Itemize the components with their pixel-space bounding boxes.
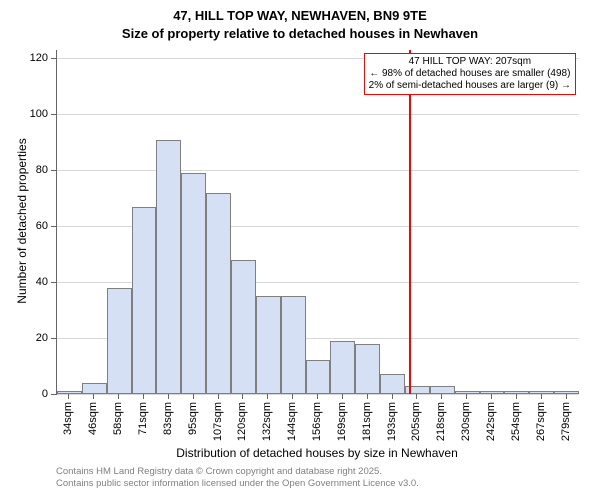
- x-tick-mark: [93, 394, 94, 399]
- annotation-line-3: 2% of semi-detached houses are larger (9…: [369, 80, 571, 92]
- histogram-bar: [330, 341, 355, 394]
- x-tick-mark: [541, 394, 542, 399]
- x-tick-label: 34sqm: [62, 402, 74, 435]
- histogram-bar: [57, 391, 82, 394]
- x-tick-label: 218sqm: [435, 402, 447, 441]
- x-tick-label: 144sqm: [286, 402, 298, 441]
- histogram-bar: [554, 391, 579, 394]
- x-tick-mark: [416, 394, 417, 399]
- x-tick-mark: [168, 394, 169, 399]
- x-tick-label: 132sqm: [261, 402, 273, 441]
- histogram-bar: [82, 383, 107, 394]
- x-tick-mark: [342, 394, 343, 399]
- y-tick-mark: [51, 394, 56, 395]
- histogram-bar: [504, 391, 529, 394]
- histogram-bar: [181, 173, 206, 394]
- attribution-text: Contains HM Land Registry data © Crown c…: [56, 466, 419, 490]
- x-tick-mark: [68, 394, 69, 399]
- x-tick-mark: [491, 394, 492, 399]
- x-tick-label: 71sqm: [137, 402, 149, 435]
- x-tick-label: 95sqm: [187, 402, 199, 435]
- x-tick-label: 254sqm: [510, 402, 522, 441]
- histogram-bar: [156, 140, 181, 395]
- x-tick-mark: [367, 394, 368, 399]
- x-tick-mark: [516, 394, 517, 399]
- histogram-bar: [380, 374, 405, 394]
- y-tick-mark: [51, 58, 56, 59]
- x-tick-label: 242sqm: [485, 402, 497, 441]
- x-tick-mark: [143, 394, 144, 399]
- x-tick-mark: [242, 394, 243, 399]
- x-tick-mark: [392, 394, 393, 399]
- histogram-bar: [529, 391, 554, 394]
- x-tick-mark: [267, 394, 268, 399]
- x-tick-label: 193sqm: [386, 402, 398, 441]
- chart-title-line1: 47, HILL TOP WAY, NEWHAVEN, BN9 9TE: [0, 8, 600, 23]
- x-tick-label: 46sqm: [87, 402, 99, 435]
- x-tick-label: 181sqm: [361, 402, 373, 441]
- histogram-bar: [132, 207, 157, 394]
- x-tick-label: 83sqm: [162, 402, 174, 435]
- reference-line: [409, 50, 411, 394]
- x-tick-label: 169sqm: [336, 402, 348, 441]
- annotation-line-1: 47 HILL TOP WAY: 207sqm: [369, 56, 571, 68]
- attribution-line-2: Contains public sector information licen…: [56, 478, 419, 490]
- x-tick-mark: [193, 394, 194, 399]
- y-tick-mark: [51, 114, 56, 115]
- y-tick-mark: [51, 282, 56, 283]
- y-axis-label: Number of detached properties: [15, 49, 29, 393]
- histogram-bar: [206, 193, 231, 394]
- y-tick-mark: [51, 338, 56, 339]
- attribution-line-1: Contains HM Land Registry data © Crown c…: [56, 466, 419, 478]
- histogram-bar: [107, 288, 132, 394]
- annotation-box: 47 HILL TOP WAY: 207sqm ← 98% of detache…: [364, 53, 576, 95]
- x-tick-label: 120sqm: [236, 402, 248, 441]
- histogram-bar: [256, 296, 281, 394]
- x-tick-label: 156sqm: [311, 402, 323, 441]
- histogram-bar: [231, 260, 256, 394]
- x-tick-label: 267sqm: [535, 402, 547, 441]
- chart-subtitle: Size of property relative to detached ho…: [0, 26, 600, 41]
- x-tick-label: 279sqm: [560, 402, 572, 441]
- x-axis-label: Distribution of detached houses by size …: [56, 446, 578, 460]
- histogram-bar: [306, 360, 331, 394]
- y-tick-mark: [51, 170, 56, 171]
- histogram-bar: [281, 296, 306, 394]
- x-tick-label: 58sqm: [112, 402, 124, 435]
- x-tick-mark: [118, 394, 119, 399]
- histogram-bar: [355, 344, 380, 394]
- histogram-bar: [430, 386, 455, 394]
- x-tick-label: 205sqm: [410, 402, 422, 441]
- x-tick-mark: [466, 394, 467, 399]
- chart-container: 47, HILL TOP WAY, NEWHAVEN, BN9 9TE Size…: [0, 0, 600, 500]
- annotation-line-2: ← 98% of detached houses are smaller (49…: [369, 68, 571, 80]
- x-tick-mark: [441, 394, 442, 399]
- plot-area: [56, 50, 579, 395]
- gridline: [57, 170, 579, 171]
- y-tick-mark: [51, 226, 56, 227]
- gridline: [57, 394, 579, 395]
- x-tick-label: 107sqm: [212, 402, 224, 441]
- gridline: [57, 114, 579, 115]
- x-tick-mark: [292, 394, 293, 399]
- x-tick-mark: [218, 394, 219, 399]
- x-tick-label: 230sqm: [460, 402, 472, 441]
- x-tick-mark: [566, 394, 567, 399]
- x-tick-mark: [317, 394, 318, 399]
